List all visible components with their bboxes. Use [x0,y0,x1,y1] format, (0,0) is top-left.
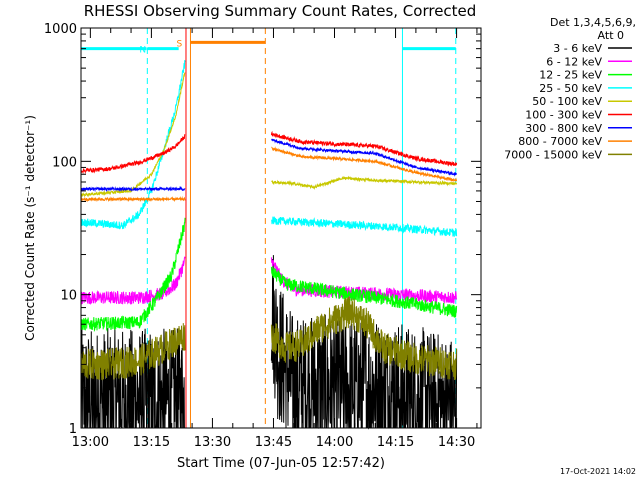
series-line-5-seg2 [270,130,458,167]
flag-label-night: N [139,46,146,56]
timestamp: 17-Oct-2021 14:02 [560,467,636,476]
legend-label-4: 50 - 100 keV [532,95,602,108]
y-axis-label: Corrected Count Rate (s⁻¹ detector⁻¹) [23,115,37,341]
legend-label-2: 12 - 25 keV [539,69,602,82]
legend-label-5: 100 - 300 keV [525,109,602,122]
flag-label-saa: S [176,39,182,49]
legend-header-line2: Att 0 [598,29,624,42]
legend-label-1: 6 - 12 keV [546,55,602,68]
legend-label-8: 7000 - 15000 keV [504,148,602,161]
series-line-4-seg1 [80,72,186,198]
y-tick-label: 100 [52,155,77,170]
x-tick-label: 13:15 [133,435,170,450]
series-line-4-seg2 [271,175,458,190]
series-line-7-seg2 [271,146,458,183]
x-tick-label: 13:30 [194,435,231,450]
series-line-2-seg2 [270,266,458,318]
legend-label-6: 300 - 800 keV [525,122,602,135]
series-line-6-seg1 [80,185,186,193]
series-line-3-seg2 [271,216,458,237]
plot-area: SN [80,27,482,430]
x-tick-label: 14:00 [316,435,353,450]
series-line-7-seg1 [80,195,186,203]
y-tick-label: 10 [60,289,77,304]
series-line-0-seg2 [270,255,458,430]
y-tick-label: 1 [69,422,77,437]
series-line-6-seg2 [271,138,458,177]
series-line-3-seg1 [80,60,186,230]
series-line-2-seg1 [80,217,186,332]
x-tick-label: 13:00 [72,435,109,450]
series-line-8-seg2 [270,296,458,381]
plot-frame [80,27,482,429]
series-line-5-seg1 [80,134,186,175]
x-tick-label: 14:15 [377,435,414,450]
series-line-8-seg1 [80,323,186,381]
legend-label-7: 800 - 7000 keV [518,135,602,148]
x-axis-label: Start Time (07-Jun-05 12:57:42) [177,456,385,471]
legend-header-line1: Det 1,3,4,5,6,9, [550,16,636,29]
x-tick-label: 13:45 [255,435,292,450]
legend-label-3: 25 - 50 keV [539,82,602,95]
chart-title: RHESSI Observing Summary Count Rates, Co… [84,2,477,20]
legend-label-0: 3 - 6 keV [553,42,602,55]
y-tick-label: 1000 [44,22,77,37]
x-tick-label: 14:30 [438,435,475,450]
series-line-1-seg1 [80,256,186,305]
